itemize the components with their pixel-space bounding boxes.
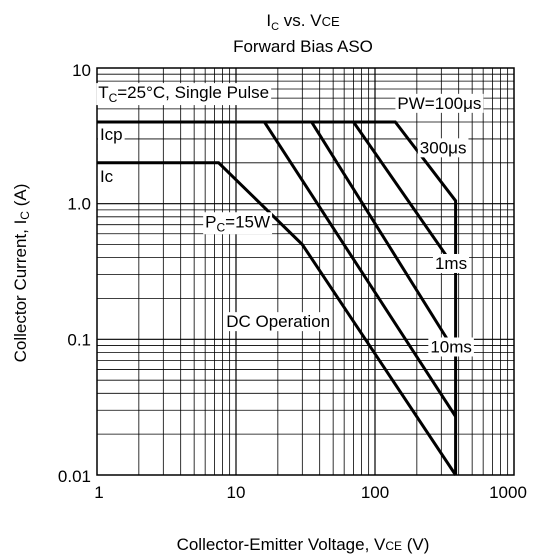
y-tick-label: 0.01 — [58, 467, 91, 486]
annotation-text: PC=15W — [205, 212, 270, 234]
y-axis-label: Collector Current, IC (A) — [11, 184, 32, 363]
soa-curve-5 — [97, 161, 457, 476]
annotation-bg — [417, 138, 469, 158]
annotation-bg — [224, 312, 333, 332]
annotation-bg — [432, 253, 470, 273]
annotation-bg — [97, 124, 125, 144]
annotation-text: PW=100μs — [397, 94, 481, 113]
annotation-bg — [203, 212, 273, 235]
x-tick-label: 1000 — [489, 483, 527, 502]
y-tick-labels: 10 1.0 0.1 0.01 — [58, 61, 91, 486]
annotation-bg — [428, 337, 474, 357]
annotation-bg — [97, 166, 116, 186]
annotation-text: TC=25°C, Single Pulse — [98, 83, 269, 105]
plot-area-frame — [96, 67, 515, 476]
annotation-bg — [395, 93, 484, 113]
annotation-pw1ms: 1ms — [432, 253, 470, 273]
y-tick-label: 0.1 — [67, 330, 91, 349]
annotation-pw300: 300μs — [417, 138, 469, 158]
annotation-bg — [96, 83, 272, 106]
annotation-text: Icp — [100, 125, 123, 144]
soa-curve-3 — [310, 121, 457, 354]
annotation-ic: Ic — [97, 166, 116, 186]
annotation-text: Ic — [100, 167, 114, 186]
annotation-pc: PC=15W — [203, 212, 273, 235]
x-tick-labels: 1 10 100 1000 — [94, 483, 527, 502]
annotation-pw100: PW=100μs — [395, 93, 484, 113]
chart-title-line1: IC vs. VCE — [266, 11, 340, 33]
annotation-text: DC Operation — [226, 312, 330, 331]
chart-annotations: TC=25°C, Single Pulse PW=100μs 300μs 1ms 10m… — [96, 83, 484, 357]
chart-title-line2: Forward Bias ASO — [233, 37, 373, 56]
soa-curve-2 — [352, 121, 457, 270]
x-tick-label: 10 — [227, 483, 246, 502]
y-tick-label: 1.0 — [67, 195, 91, 214]
x-tick-label: 100 — [361, 483, 389, 502]
x-tick-label: 1 — [94, 483, 103, 502]
x-axis-label: Collector-Emitter Voltage, VCE (V) — [177, 535, 430, 554]
annotation-pw10ms: 10ms — [428, 337, 474, 357]
annotation-dc: DC Operation — [224, 312, 333, 332]
annotation-conditions: TC=25°C, Single Pulse — [96, 83, 272, 106]
y-tick-label: 10 — [72, 61, 91, 80]
soa-curve-4 — [263, 121, 457, 418]
annotation-text: 1ms — [435, 254, 467, 273]
annotation-text: 10ms — [430, 337, 472, 356]
annotation-text: 300μs — [420, 138, 467, 157]
annotation-icp: Icp — [97, 124, 125, 144]
